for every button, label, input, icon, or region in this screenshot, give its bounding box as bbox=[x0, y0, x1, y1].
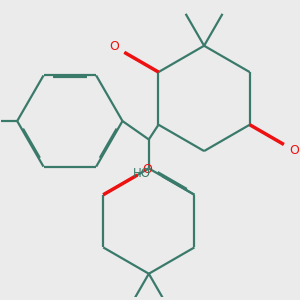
Text: HO: HO bbox=[133, 167, 151, 180]
Text: O: O bbox=[109, 40, 119, 53]
Text: O: O bbox=[289, 144, 299, 157]
Text: O: O bbox=[142, 163, 152, 176]
